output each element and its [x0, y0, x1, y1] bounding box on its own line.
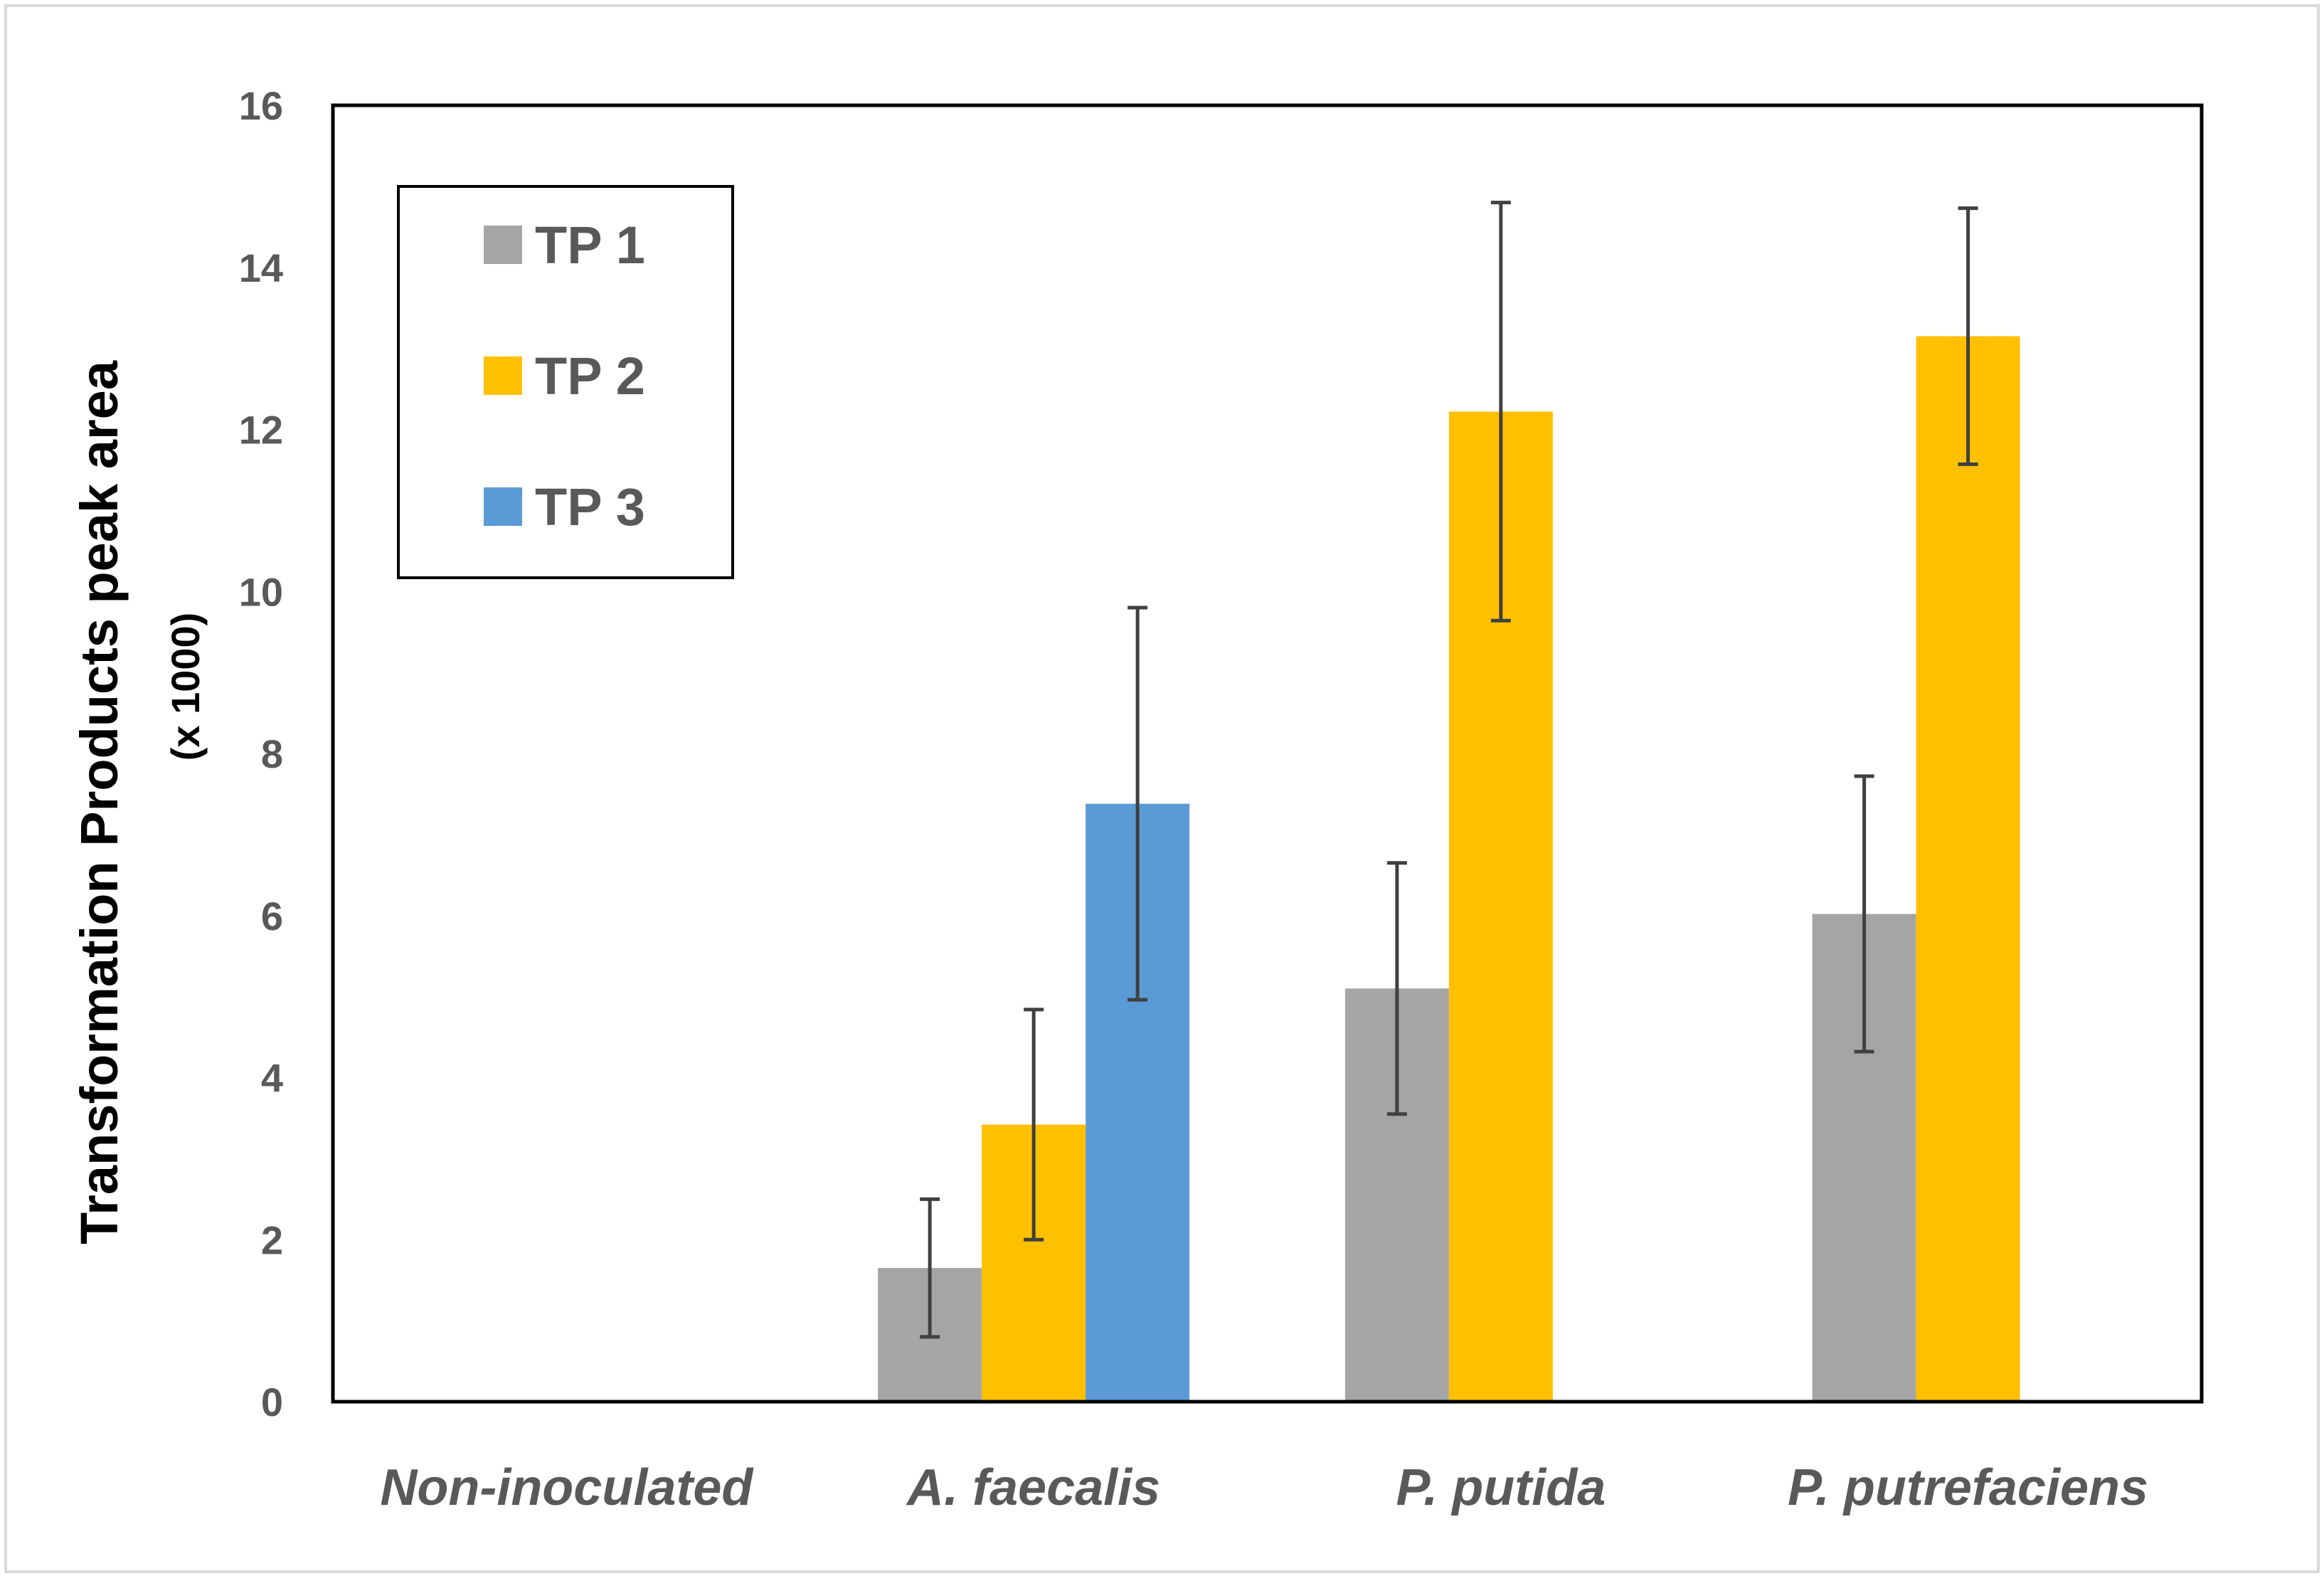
- legend-label-tp1: TP 1: [535, 216, 645, 275]
- y-axis-ticks: 0 2 4 6 8 10 12 14 16: [239, 83, 283, 1424]
- y-tick-label: 6: [261, 894, 283, 938]
- plot-area-border: [331, 103, 2204, 1404]
- error-bar-tp2-1: [1024, 1008, 1044, 1242]
- legend-label-tp3: TP 3: [535, 477, 645, 536]
- bar-tp2-3: [1916, 336, 2020, 1402]
- x-category-label: A. faecalis: [906, 1459, 1160, 1516]
- legend-swatch-tp3: [484, 487, 522, 526]
- y-tick-label: 12: [239, 408, 283, 453]
- error-bar-tp2-2: [1490, 201, 1511, 623]
- error-bars-layer: [920, 201, 1978, 1339]
- legend-box: [397, 185, 734, 579]
- y-tick-label: 14: [239, 245, 283, 290]
- legend: TP 1 TP 2 TP 3: [397, 185, 734, 579]
- y-tick-label: 16: [239, 83, 283, 128]
- x-category-label: P. putrefaciens: [1788, 1459, 2148, 1516]
- y-tick-label: 10: [239, 569, 283, 614]
- y-axis-title: Transformation Products peak area: [70, 360, 129, 1244]
- y-tick-label: 2: [261, 1217, 283, 1262]
- y-tick-label: 0: [261, 1380, 283, 1424]
- error-bar-tp1-2: [1386, 861, 1407, 1116]
- error-bar-tp1-1: [920, 1197, 940, 1339]
- y-tick-label: 4: [261, 1056, 283, 1101]
- error-bar-tp1-3: [1854, 774, 1874, 1054]
- x-category-label: P. putida: [1396, 1459, 1606, 1516]
- y-tick-label: 8: [261, 731, 283, 776]
- x-category-label: Non-inoculated: [380, 1459, 754, 1516]
- x-axis-categories: Non-inoculated A. faecalis P. putida P. put…: [380, 1459, 2148, 1516]
- error-bar-tp2-3: [1958, 206, 1978, 466]
- y-axis-title-unit: (x 1000): [163, 613, 208, 761]
- legend-swatch-tp2: [484, 356, 522, 395]
- legend-label-tp2: TP 2: [535, 347, 645, 406]
- error-bar-tp3-1: [1127, 606, 1148, 1002]
- legend-swatch-tp1: [484, 226, 522, 264]
